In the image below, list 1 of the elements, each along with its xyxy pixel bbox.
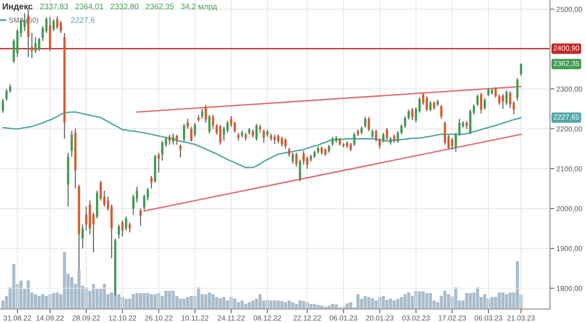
chart-title: Индекс: [2, 3, 33, 12]
